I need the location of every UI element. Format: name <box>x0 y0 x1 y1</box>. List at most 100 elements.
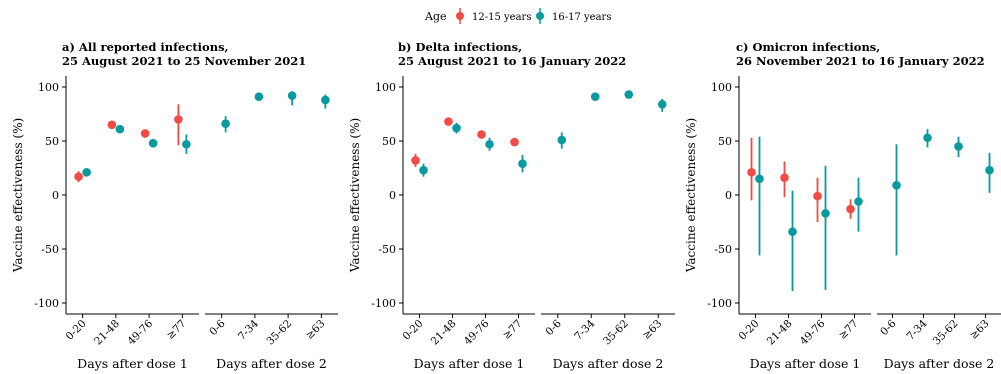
panel-b-point-16-17 <box>485 139 494 149</box>
panel-c-x-tick-label: 0-6 <box>878 317 899 338</box>
panel-b-x-group-label-2: Days after dose 2 <box>553 356 664 371</box>
panel-a-x-tick-label: ≥77 <box>164 318 188 342</box>
panel-a-point-16-17 <box>287 91 297 100</box>
panel-c-y-tick-label: 0 <box>725 189 732 202</box>
panel-b-title-line1: b) Delta infections, <box>398 40 523 54</box>
panel-c-title: c) Omicron infections, 26 November 2021 … <box>736 40 985 68</box>
panel-b-point-16-17 <box>657 99 667 109</box>
panel-c-x-tick-label: 7-34 <box>904 317 929 342</box>
panel-a-point-16-17 <box>182 139 191 149</box>
panel-b-point-16-17 <box>557 135 567 145</box>
panel-a-x-tick-label: 49-76 <box>125 317 155 347</box>
panel-b-y-tick-label: 50 <box>382 135 396 148</box>
panel-b-y-tick-label: -100 <box>371 297 396 310</box>
panel-a-title-line2: 25 August 2021 to 25 November 2021 <box>62 54 307 68</box>
panel-b-title-line2: 25 August 2021 to 16 January 2022 <box>398 54 627 68</box>
panel-b-point-12-15 <box>444 117 453 126</box>
panel-c-x-tick-label: ≥77 <box>836 318 860 342</box>
panel-c-x-tick-label: 49-76 <box>798 317 828 347</box>
panel-c-y-tick-label: -100 <box>707 297 732 310</box>
panel-c-y-tick-label: -50 <box>714 243 732 256</box>
panel-b-y-tick-label: -50 <box>378 243 396 256</box>
panel-a-x-tick-label: 0-20 <box>64 318 89 343</box>
panel-b-y-tick-label: 100 <box>375 81 396 94</box>
panel-c-point-12-15 <box>747 168 756 177</box>
panel-c-point-16-17 <box>985 165 994 175</box>
panel-c-point-16-17 <box>788 227 797 237</box>
panel-a-x-tick-label: 21-48 <box>92 318 122 348</box>
panel-b-title: b) Delta infections, 25 August 2021 to 1… <box>398 40 626 68</box>
panel-b-x-tick-label: ≥77 <box>500 318 524 342</box>
panel-a-y-tick-label: 100 <box>38 81 59 94</box>
panel-a-point-12-15 <box>140 129 150 138</box>
panel-a-x-group-label-1: Days after dose 1 <box>77 356 188 371</box>
legend-swatch-12-15 <box>456 8 464 24</box>
panel-b-point-12-15 <box>510 137 519 147</box>
panel-b-x-tick-label: ≥63 <box>640 318 664 342</box>
panel-a-x-tick-label: ≥63 <box>303 318 327 342</box>
panel-c-x-tick-label: 35-62 <box>931 318 961 348</box>
panel-b-x-tick-label: 0-6 <box>543 317 564 338</box>
panel-b-y-tick-label: 0 <box>389 189 396 202</box>
panel-c-x-tick-label: 21-48 <box>765 318 795 348</box>
panel-b-point-16-17 <box>518 159 527 168</box>
panel-a-point-12-15 <box>107 120 117 130</box>
panel-c-point-12-15 <box>780 173 789 183</box>
panel-c-x-tick-label: ≥63 <box>967 318 991 342</box>
panel-a-point-16-17 <box>115 124 125 134</box>
panel-b-x-tick-label: 0-20 <box>400 318 425 343</box>
panel-a-title: a) All reported infections, 25 August 20… <box>62 40 306 68</box>
panel-c-x-group-label-1: Days after dose 1 <box>750 356 861 371</box>
panel-a-point-16-17 <box>321 95 330 105</box>
panel-b-x-group-label-1: Days after dose 1 <box>414 356 525 371</box>
panel-a-point-16-17 <box>82 168 91 177</box>
panel-b-point-12-15 <box>411 156 420 165</box>
panel-a-x-tick-label: 35-62 <box>264 318 294 348</box>
panel-a-y-tick-label: -100 <box>34 297 59 310</box>
panel-c-point-16-17 <box>892 180 901 190</box>
panel-b-point-16-17 <box>590 92 600 102</box>
panel-a-y-tick-label: -50 <box>41 243 59 256</box>
panel-a-point-16-17 <box>254 92 264 102</box>
panel-a-point-12-15 <box>174 115 183 124</box>
panel-c-y-tick-label: 100 <box>711 81 732 94</box>
panel-b-point-16-17 <box>624 90 634 99</box>
panel-c-y-tick-label: 50 <box>718 135 732 148</box>
legend-label-16-17: 16-17 years <box>552 12 612 23</box>
panel-c-title-line1: c) Omicron infections, <box>736 40 881 54</box>
panel-a-x-tick-label: 0-6 <box>207 317 228 338</box>
panel-c-point-12-15 <box>813 191 822 201</box>
panel-c-x-tick-label: 0-20 <box>736 318 761 343</box>
panel-a-y-tick-label: 0 <box>52 189 59 202</box>
panel-a-x-tick-label: 7-34 <box>236 317 261 342</box>
panel-a-point-16-17 <box>221 119 230 129</box>
panel-c-point-12-15 <box>846 204 855 214</box>
legend: Age 12-15 years 16-17 years <box>0 0 1001 30</box>
panel-b-point-12-15 <box>477 130 486 139</box>
panel-b-x-tick-label: 35-62 <box>601 318 631 348</box>
panel-a-title-line1: a) All reported infections, <box>62 40 229 54</box>
panel-c-title-line2: 26 November 2021 to 16 January 2022 <box>736 54 985 68</box>
panel-c-y-axis-title: Vaccine effectiveness (%) <box>684 118 698 273</box>
legend-swatch-16-17 <box>536 8 544 24</box>
legend-title: Age <box>425 10 447 23</box>
panel-b-point-16-17 <box>419 165 428 175</box>
panel-a-point-16-17 <box>148 138 158 148</box>
panel-c-x-group-label-2: Days after dose 2 <box>884 356 995 371</box>
panel-c-point-16-17 <box>954 142 963 151</box>
panel-a-y-axis-title: Vaccine effectiveness (%) <box>11 118 25 273</box>
panel-b-x-tick-label: 21-48 <box>429 318 459 348</box>
panel-c-point-16-17 <box>755 174 764 184</box>
panel-b-x-tick-label: 49-76 <box>462 317 492 347</box>
panel-a-y-tick-label: 50 <box>45 135 59 148</box>
legend-label-12-15: 12-15 years <box>472 12 532 23</box>
panel-b-x-tick-label: 7-34 <box>572 317 597 342</box>
panel-c-point-16-17 <box>923 133 932 143</box>
panel-c-point-16-17 <box>854 197 863 206</box>
panel-b-y-axis-title: Vaccine effectiveness (%) <box>348 118 362 273</box>
panel-a-x-group-label-2: Days after dose 2 <box>216 356 327 371</box>
panel-c-point-16-17 <box>821 209 830 218</box>
panel-b-point-16-17 <box>452 123 461 133</box>
panel-a-point-12-15 <box>74 172 83 181</box>
